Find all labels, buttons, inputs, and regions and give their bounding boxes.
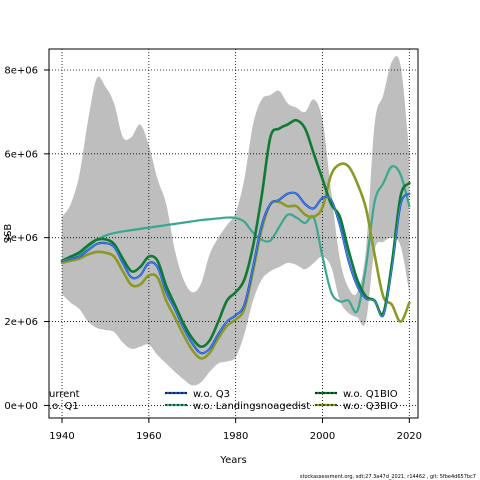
footer-provenance: stockassessment.org, sdt:27.3a47d_2021, …	[300, 474, 476, 480]
legend-label: w.o. Q1BIO	[343, 389, 398, 400]
x-axis: 1940 1960 1980 2000 2020	[49, 418, 422, 442]
x-tick-label: 1940	[49, 431, 74, 442]
legend-label: w.o. Landingsnoagedist	[193, 401, 310, 412]
plot-frame	[48, 48, 419, 419]
series-line-3	[60, 118, 411, 349]
y-tick-label: 6e+06	[4, 149, 38, 160]
series-line-0	[60, 165, 411, 314]
legend: urrent.o. Q1 w.o. Q3w.o. Landingsnoagedis…	[49, 389, 398, 412]
x-tick-label: 2020	[397, 431, 422, 442]
y-tick-label: 0e+00	[4, 401, 38, 412]
series-lines	[60, 118, 411, 360]
x-axis-title: Years	[219, 455, 246, 466]
legend-label: w.o. Q3BIO	[343, 401, 398, 412]
y-axis: 0e+00 2e+06 4e+06 6e+06 8e+06	[4, 65, 49, 412]
y-tick-label: 2e+06	[4, 317, 38, 328]
legend-label: urrent	[49, 389, 80, 400]
y-tick-label: 4e+06	[4, 233, 38, 244]
x-tick-label: 1980	[223, 431, 248, 442]
y-axis-title: SSB	[3, 224, 14, 244]
legend-label: w.o. Q3	[193, 389, 230, 400]
x-tick-label: 1960	[136, 431, 161, 442]
series-line-1	[60, 162, 411, 360]
legend-label: .o. Q1	[49, 401, 79, 412]
series-line-q3-highlight	[61, 192, 410, 354]
y-tick-label: 8e+06	[4, 65, 38, 76]
x-tick-label: 2000	[310, 431, 335, 442]
